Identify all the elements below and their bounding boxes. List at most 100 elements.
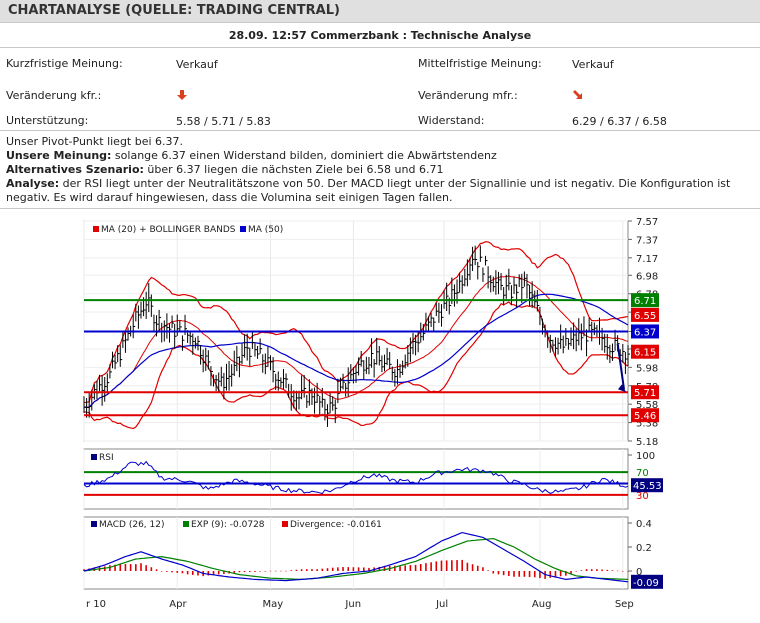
divergence-bar (274, 570, 277, 572)
month-label-3: Jun (344, 599, 361, 610)
divergence-bar (378, 566, 381, 571)
rsi-panel-frame (83, 448, 629, 510)
exp-legend-swatch (183, 521, 189, 527)
divergence-bar (140, 563, 142, 571)
divergence-bar (124, 564, 127, 571)
divergence-bar (492, 571, 495, 574)
mid-term-label: Mittelfristige Meinung: (418, 57, 542, 70)
exp-signal-line (83, 537, 629, 581)
divergence-bar (539, 571, 541, 579)
short-term-label: Kurzfristige Meinung: (6, 57, 123, 70)
divergence-bar (212, 571, 215, 575)
divergence-bar (357, 567, 360, 571)
divergence-bar (570, 571, 572, 574)
analysis-label: Analyse: (6, 177, 60, 190)
divergence-bar (155, 569, 158, 571)
divergence-bar (435, 561, 438, 571)
exp-legend-label: EXP (9): -0.0728 (191, 520, 265, 530)
rsi-current-box (631, 478, 663, 493)
divergence-bar (342, 567, 344, 571)
alt-scenario-text: über 6.37 liegen die nächsten Ziele bei … (143, 163, 444, 176)
divergence-bar (430, 562, 432, 571)
divergence-bar (575, 571, 577, 572)
divergence-bar (606, 569, 609, 571)
legend-ma50-swatch (240, 226, 246, 232)
divergence-bar (580, 570, 583, 571)
rsi-ytick-100: 100 (636, 451, 655, 462)
macd-ytick-label: 0 (636, 567, 642, 578)
change-short-label: Veränderung kfr.: (6, 89, 102, 102)
header-title: CHARTANALYSE (QUELLE: TRADING CENTRAL) (8, 3, 340, 18)
divergence-bar (300, 569, 303, 571)
support-label: Unterstützung: (6, 114, 89, 127)
divergence-bar (192, 571, 194, 575)
macd-ytick-label: 0.4 (636, 519, 652, 530)
legend-ma20-swatch (93, 226, 99, 232)
price-ytick-label: 7.57 (636, 217, 658, 228)
month-label-0: r 10 (86, 599, 106, 610)
divergence-bar (466, 562, 469, 571)
arrow-down-icon (177, 89, 187, 100)
divergence-bar (419, 564, 422, 571)
divergence-bar (596, 569, 598, 571)
divergence-bar (223, 571, 225, 574)
arrow-down-right-icon (573, 89, 582, 99)
divergence-bar (497, 571, 500, 575)
level-box-5-46 (631, 408, 659, 423)
divergence-bar (394, 565, 396, 571)
divergence-bar (197, 571, 199, 576)
divergence-bar (114, 564, 116, 571)
divergence-bar (585, 569, 588, 571)
macd-line (83, 531, 629, 583)
divergence-bar (316, 569, 318, 571)
divergence-bar (425, 563, 427, 571)
divergence-bar (238, 571, 241, 573)
legend-ma20-label: MA (20) + BOLLINGER BANDS (101, 225, 236, 235)
analysis-text-block: Unser Pivot-Punkt liegt bei 6.37. Unsere… (0, 130, 760, 207)
resistance-label: Widerstand: (418, 114, 485, 127)
our-opinion-label: Unsere Meinung: (6, 149, 112, 162)
divergence-bar (160, 571, 163, 572)
divergence-bar (533, 571, 536, 578)
rsi-legend-swatch (91, 454, 97, 460)
divergence-bar (326, 568, 329, 571)
divergence-bar (305, 569, 308, 571)
alt-scenario-line: Alternatives Szenario: über 6.37 liegen … (6, 163, 754, 177)
divergence-bar (119, 564, 122, 571)
macd-current-label: -0.09 (633, 578, 659, 589)
price-ytick-label: 7.17 (636, 254, 658, 265)
divergence-bar (476, 565, 479, 571)
divergence-bar (290, 570, 293, 571)
change-mid-label: Veränderung mfr.: (418, 89, 518, 102)
divergence-bar (83, 569, 85, 571)
divergence-bar (601, 569, 603, 571)
divergence-bar (622, 571, 624, 572)
divergence-bar (352, 567, 355, 571)
alt-scenario-label: Alternatives Szenario: (6, 163, 144, 176)
level-box-5-71 (631, 385, 659, 400)
divergence-bar (254, 571, 256, 572)
divergence-bar (549, 571, 552, 578)
price-ytick-label: 5.98 (636, 363, 658, 374)
level-box-label: 5.71 (634, 388, 656, 399)
level-box-label: 6.55 (634, 311, 656, 322)
support-value: 5.58 / 5.71 / 5.83 (176, 114, 271, 128)
divergence-bar (145, 565, 147, 571)
divergence-bar (295, 569, 298, 571)
macd-current-box (631, 574, 663, 589)
divergence-bar (248, 571, 251, 573)
divergence-bar (135, 564, 137, 571)
macd-legend-swatch (91, 521, 97, 527)
rsi-ytick-30: 30 (636, 491, 649, 502)
short-term-value: Verkauf (176, 57, 218, 71)
level-box-6-55 (631, 307, 659, 322)
divergence-legend-swatch (282, 521, 288, 527)
divergence-bar (368, 567, 370, 571)
divergence-bar (383, 566, 386, 571)
ma20-line (83, 275, 629, 408)
month-label-5: Aug (532, 599, 552, 610)
analysis-line: Analyse: der RSI liegt unter der Neutral… (6, 177, 754, 205)
divergence-bar (176, 571, 179, 573)
divergence-bar (518, 571, 520, 577)
level-box-label: 6.15 (634, 348, 656, 359)
